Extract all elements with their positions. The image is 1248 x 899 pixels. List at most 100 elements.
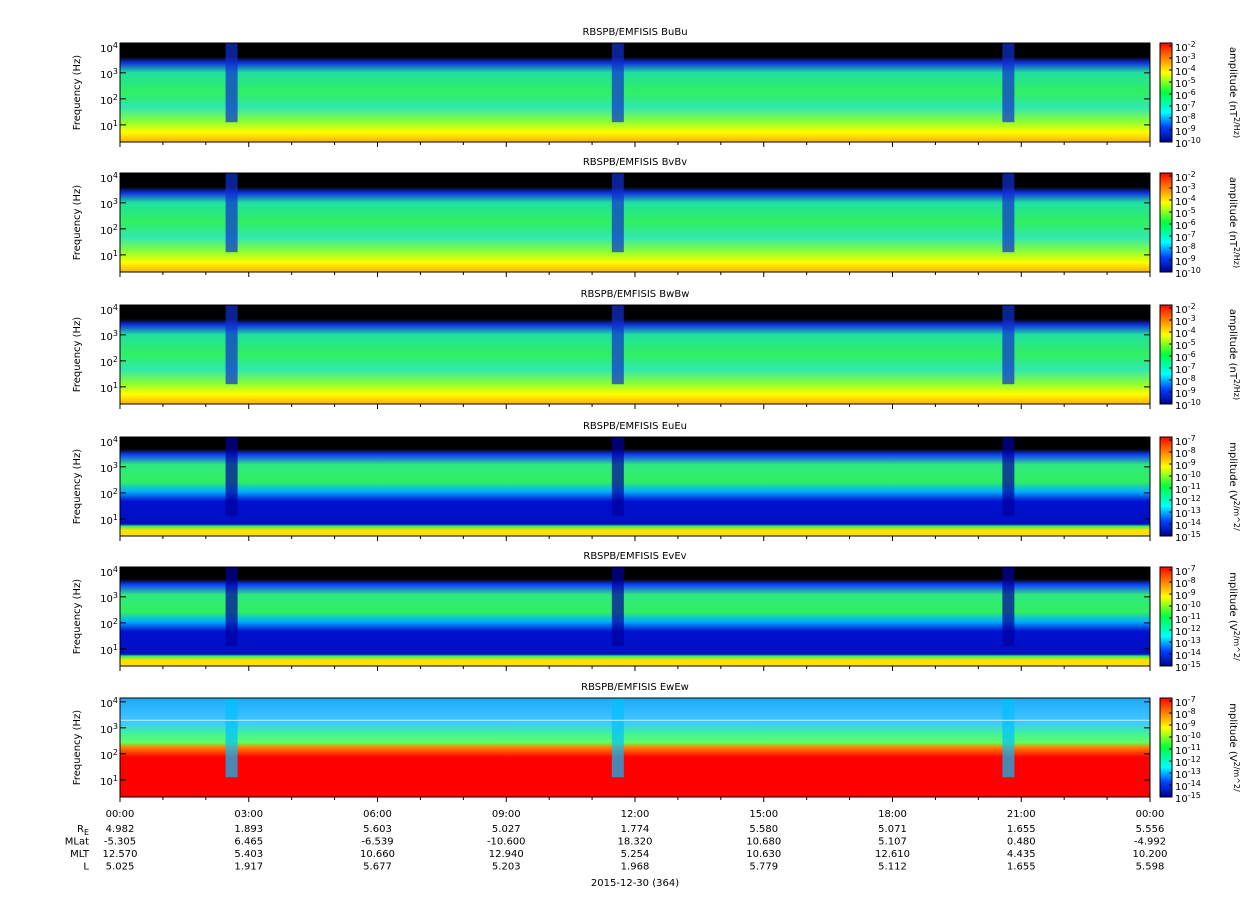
ephemeris-value: 4.982 (106, 824, 135, 835)
y-tick-label: 104 (100, 564, 118, 579)
y-tick-label: 101 (100, 380, 118, 395)
ephemeris-value: 5.677 (363, 862, 392, 873)
y-tick-label: 101 (100, 248, 118, 263)
ephemeris-value: 18.320 (618, 837, 653, 848)
ephemeris-value: 4.435 (1007, 849, 1036, 860)
colorbar (1159, 172, 1173, 273)
ephemeris-label: MLat (65, 837, 89, 848)
colorbar (1159, 304, 1173, 405)
ephemeris-value: 5.403 (234, 849, 263, 860)
spectral-streak (1002, 698, 1015, 778)
spectral-streak (225, 437, 238, 517)
spectral-streak (611, 437, 624, 517)
ephemeris-value: 1.655 (1007, 862, 1036, 873)
x-tick-label: 00:00 (1136, 809, 1165, 820)
x-tick-label: 18:00 (878, 809, 907, 820)
ephemeris-value: 10.200 (1133, 849, 1168, 860)
y-tick-label: 103 (100, 721, 118, 736)
ephemeris-value: 5.603 (363, 824, 392, 835)
ephemeris-value: 5.580 (749, 824, 778, 835)
spectral-streak (611, 698, 624, 778)
panel-title: RBSPB/EMFISIS EuEu (583, 421, 687, 432)
ephemeris-value: -5.305 (104, 837, 136, 848)
x-tick-label: 12:00 (621, 809, 650, 820)
x-tick-label: 06:00 (363, 809, 392, 820)
y-axis-label: Frequency (Hz) (72, 579, 83, 655)
spectral-streak (1002, 567, 1015, 647)
y-tick-label: 102 (100, 616, 118, 631)
y-axis-label: Frequency (Hz) (72, 710, 83, 786)
panel-title: RBSPB/EMFISIS BwBw (581, 289, 690, 300)
ephemeris-value: 5.071 (878, 824, 907, 835)
ephemeris-value: 5.025 (106, 862, 135, 873)
spectrogram-image (120, 43, 1150, 142)
x-tick-label: 03:00 (234, 809, 263, 820)
spectrogram-image (120, 567, 1150, 666)
y-axis-label: Frequency (Hz) (72, 449, 83, 525)
spectrogram-image (120, 305, 1150, 404)
ephemeris-value: 6.465 (234, 837, 263, 848)
y-tick-label: 103 (100, 460, 118, 475)
y-tick-label: 102 (100, 486, 118, 501)
colorbar (1159, 566, 1173, 667)
spectral-streak (1002, 437, 1015, 517)
spectral-streak (225, 698, 238, 778)
panel-title: RBSPB/EMFISIS BvBv (583, 157, 687, 168)
x-tick-label: 15:00 (749, 809, 778, 820)
ephemeris-value: 12.940 (489, 849, 524, 860)
y-tick-label: 104 (100, 170, 118, 185)
spectral-band (120, 719, 1150, 721)
ephemeris-value: -10.600 (487, 837, 526, 848)
spectral-streak (611, 43, 624, 123)
y-tick-label: 101 (100, 118, 118, 133)
panel-title: RBSPB/EMFISIS EvEv (583, 551, 686, 562)
ephemeris-value: 5.556 (1136, 824, 1165, 835)
spectral-streak (225, 43, 238, 123)
y-tick-label: 104 (100, 434, 118, 449)
ephemeris-value: 5.203 (492, 862, 521, 873)
spectral-streak (611, 173, 624, 253)
ephemeris-value: 12.570 (103, 849, 138, 860)
y-axis-label: Frequency (Hz) (72, 185, 83, 261)
date-label: 2015-12-30 (364) (591, 878, 679, 889)
colorbar-label: mplitude (V2/m^2/ (1227, 572, 1242, 661)
colorbar-label: amplitude (nT2/Hz) (1227, 309, 1242, 400)
spectrogram-image (120, 173, 1150, 272)
x-tick-label: 09:00 (492, 809, 521, 820)
ephemeris-value: 1.968 (621, 862, 650, 873)
y-tick-label: 103 (100, 590, 118, 605)
spectral-streak (225, 567, 238, 647)
ephemeris-value: 5.112 (878, 862, 907, 873)
colorbar (1159, 697, 1173, 798)
y-tick-label: 102 (100, 92, 118, 107)
spectral-streak (1002, 305, 1015, 385)
y-tick-label: 102 (100, 354, 118, 369)
ephemeris-value: 1.917 (234, 862, 263, 873)
spectral-streak (611, 567, 624, 647)
y-tick-label: 102 (100, 222, 118, 237)
spectral-streak (611, 305, 624, 385)
ephemeris-value: 0.480 (1007, 837, 1036, 848)
y-tick-label: 103 (100, 196, 118, 211)
ephemeris-value: 10.660 (360, 849, 395, 860)
ephemeris-value: 1.655 (1007, 824, 1036, 835)
ephemeris-label: MLT (70, 849, 90, 860)
y-tick-label: 104 (100, 40, 118, 55)
y-tick-label: 101 (100, 512, 118, 527)
spectral-streak (225, 173, 238, 253)
y-tick-label: 103 (100, 328, 118, 343)
ephemeris-value: 1.893 (234, 824, 263, 835)
panel-title: RBSPB/EMFISIS BuBu (582, 27, 687, 38)
y-tick-label: 102 (100, 747, 118, 762)
spectrogram-image (120, 437, 1150, 536)
ephemeris-value: 5.107 (878, 837, 907, 848)
panel-title: RBSPB/EMFISIS EwEw (581, 682, 689, 693)
colorbar (1159, 436, 1173, 537)
y-tick-label: 103 (100, 66, 118, 81)
y-tick-label: 101 (100, 773, 118, 788)
y-axis-label: Frequency (Hz) (72, 55, 83, 131)
y-tick-label: 104 (100, 302, 118, 317)
x-tick-label: 00:00 (106, 809, 135, 820)
colorbar-label: mplitude (V2/m^2/ (1227, 703, 1242, 792)
